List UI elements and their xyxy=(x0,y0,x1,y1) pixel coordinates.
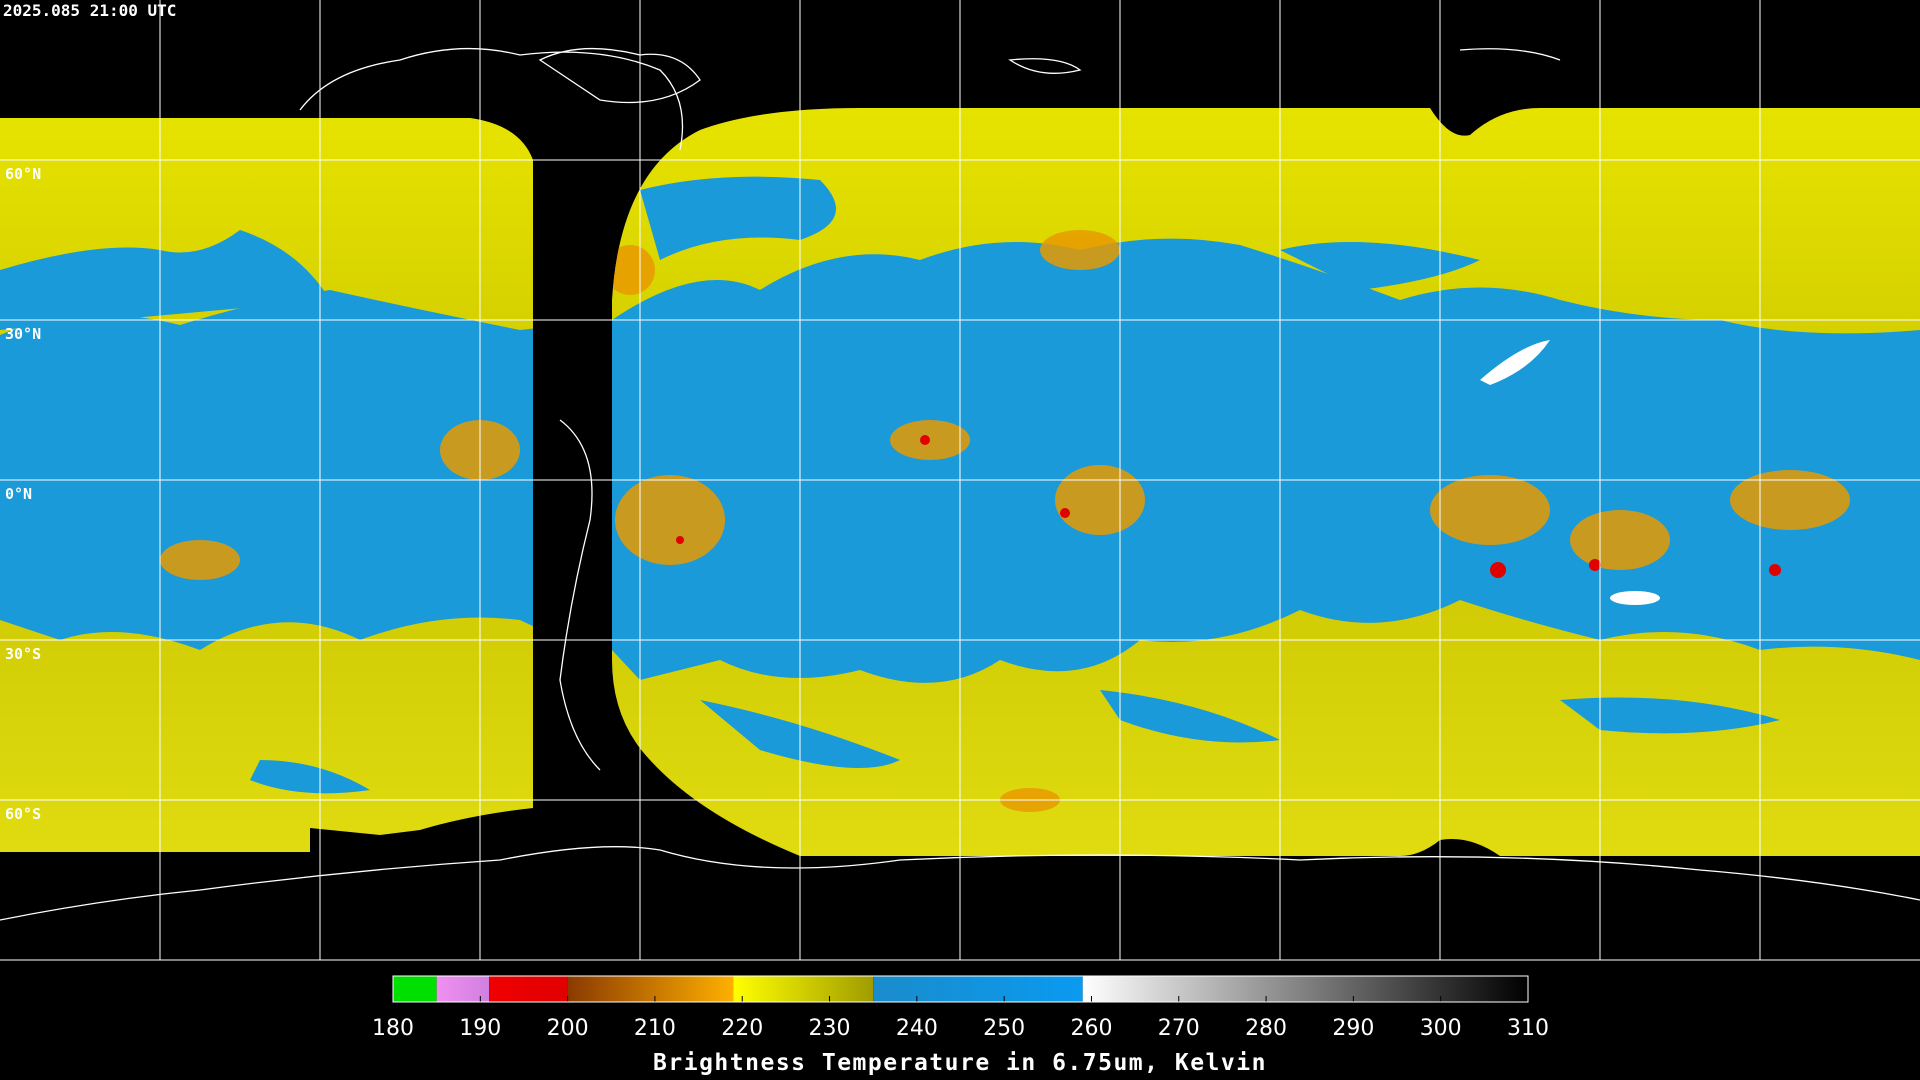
warm-dry-spots xyxy=(1480,340,1660,605)
cold-cloud-tops xyxy=(676,435,1781,578)
colorbar-tick-label: 310 xyxy=(1507,1016,1549,1041)
coastline xyxy=(538,47,701,104)
colorbar: 180 190 200 210 220 230 240 250 260 270 280 290 300 3… xyxy=(372,976,1549,1041)
coastline xyxy=(1008,58,1082,74)
coastlines xyxy=(0,47,1920,921)
graticule xyxy=(0,0,1920,961)
colorbar-tick-label: 250 xyxy=(983,1016,1025,1041)
colorbar-tick-label: 190 xyxy=(459,1016,501,1041)
latitude-label: 60°N xyxy=(5,165,41,183)
latitude-labels: 60°N 30°N 0°N 30°S 60°S xyxy=(5,165,41,823)
colorbar-tick-label: 230 xyxy=(809,1016,851,1041)
dry-streak xyxy=(0,230,330,330)
colorbar-label: Brightness Temperature in 6.75um, Kelvin xyxy=(653,1050,1267,1076)
dry-streak xyxy=(250,760,370,794)
dry-streak xyxy=(1100,690,1280,743)
colorbar-tick-label: 220 xyxy=(721,1016,763,1041)
colorbar-frame xyxy=(392,975,1529,1003)
latitude-label: 60°S xyxy=(5,805,41,823)
latitude-label: 30°S xyxy=(5,645,41,663)
colorbar-tick-label: 280 xyxy=(1245,1016,1287,1041)
colorbar-tick-label: 290 xyxy=(1332,1016,1374,1041)
colorbar-tick-label: 300 xyxy=(1420,1016,1462,1041)
timestamp: 2025.085 21:00 UTC xyxy=(3,1,176,20)
colorbar-segment xyxy=(733,976,874,1002)
colorbar-tick-label: 270 xyxy=(1158,1016,1200,1041)
dry-streak xyxy=(640,176,836,260)
colorbar-segment xyxy=(393,976,437,1002)
colorbar-segment xyxy=(873,976,1083,1002)
dry-streak xyxy=(1560,697,1780,734)
latitude-label: 0°N xyxy=(5,485,32,503)
coastline xyxy=(1459,48,1561,61)
convective-cells xyxy=(160,230,1850,812)
colorbar-segment xyxy=(436,976,490,1002)
coastline xyxy=(0,846,1920,921)
colorbar-tick-label: 260 xyxy=(1070,1016,1112,1041)
coastline xyxy=(559,419,601,771)
colorbar-segment xyxy=(489,976,568,1002)
colorbar-tick-label: 240 xyxy=(896,1016,938,1041)
dry-streak xyxy=(1280,242,1480,290)
colorbar-segment xyxy=(567,976,734,1002)
colorbar-tick-label: 180 xyxy=(372,1016,414,1041)
coastline xyxy=(299,47,684,151)
colorbar-tick-label: 200 xyxy=(547,1016,589,1041)
latitude-label: 30°N xyxy=(5,325,41,343)
colorbar-segment xyxy=(1082,976,1528,1002)
colorbar-tick-label: 210 xyxy=(634,1016,676,1041)
